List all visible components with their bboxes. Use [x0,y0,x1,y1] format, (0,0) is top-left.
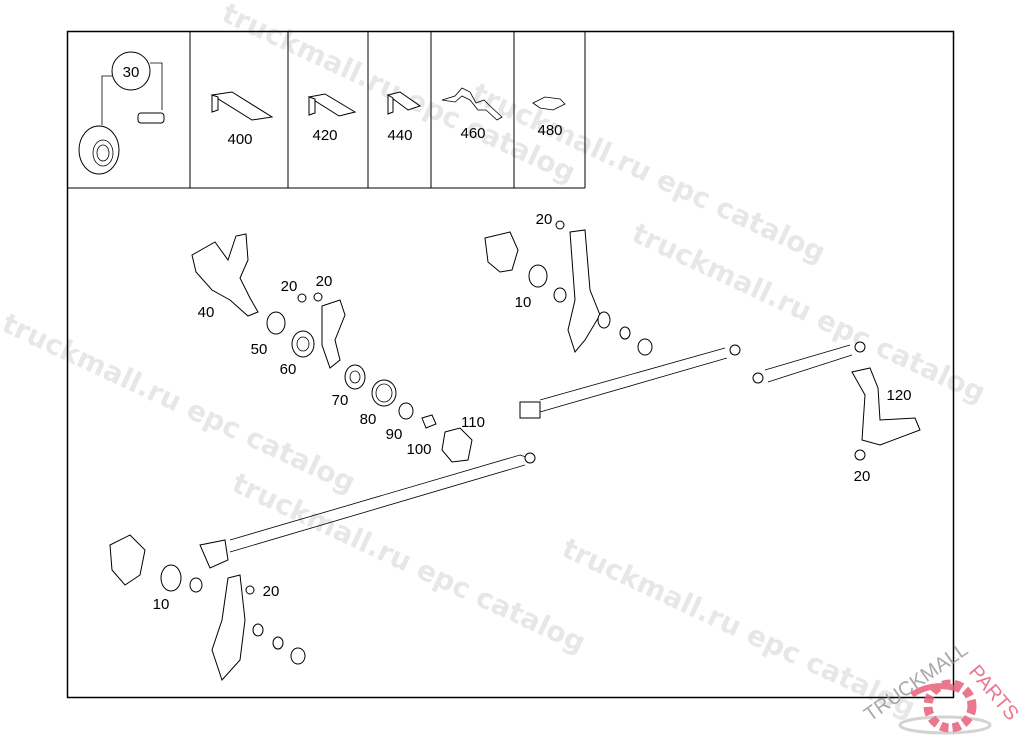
callout[interactable]: 90 [386,426,403,443]
callout[interactable]: 20 [281,278,298,295]
part-label: 460 [460,125,485,142]
steering-linkage-drawing [109,220,921,681]
part-30-cell[interactable]: 30 [78,51,165,175]
callout[interactable]: 20 [854,468,871,485]
callout-labels: 20 10 40 20 20 50 60 70 80 90 100 110 12… [153,211,912,613]
callout[interactable]: 70 [332,392,349,409]
callout[interactable]: 20 [263,583,280,600]
part-420-cell[interactable]: 420 [307,93,357,144]
callout[interactable]: 10 [153,596,170,613]
part-400-cell[interactable]: 400 [210,91,274,148]
part-label: 420 [312,127,337,144]
callout[interactable]: 120 [886,387,911,404]
part-label: 440 [387,127,412,144]
watermark: truckmall.ru epc catalog [227,466,591,659]
part-480-cell[interactable]: 480 [532,96,566,139]
watermark: truckmall.ru epc catalog [557,531,921,724]
diagram-frame [66,30,955,699]
part-label: 30 [123,64,140,81]
part-label: 400 [227,131,252,148]
callout[interactable]: 20 [536,211,553,228]
callout[interactable]: 100 [406,441,431,458]
gear-icon [923,679,977,733]
callout[interactable]: 80 [360,411,377,428]
part-460-cell[interactable]: 460 [441,87,503,142]
watermarks: truckmall.ru epc catalog truckmall.ru ep… [0,0,991,724]
top-parts-strip [67,31,586,189]
callout[interactable]: 60 [280,361,297,378]
callout[interactable]: 20 [316,273,333,290]
callout[interactable]: 10 [515,294,532,311]
callout[interactable]: 40 [198,304,215,321]
part-440-cell[interactable]: 440 [386,91,422,144]
part-label: 480 [537,122,562,139]
callout[interactable]: 110 [461,414,485,431]
callout[interactable]: 50 [251,341,268,358]
